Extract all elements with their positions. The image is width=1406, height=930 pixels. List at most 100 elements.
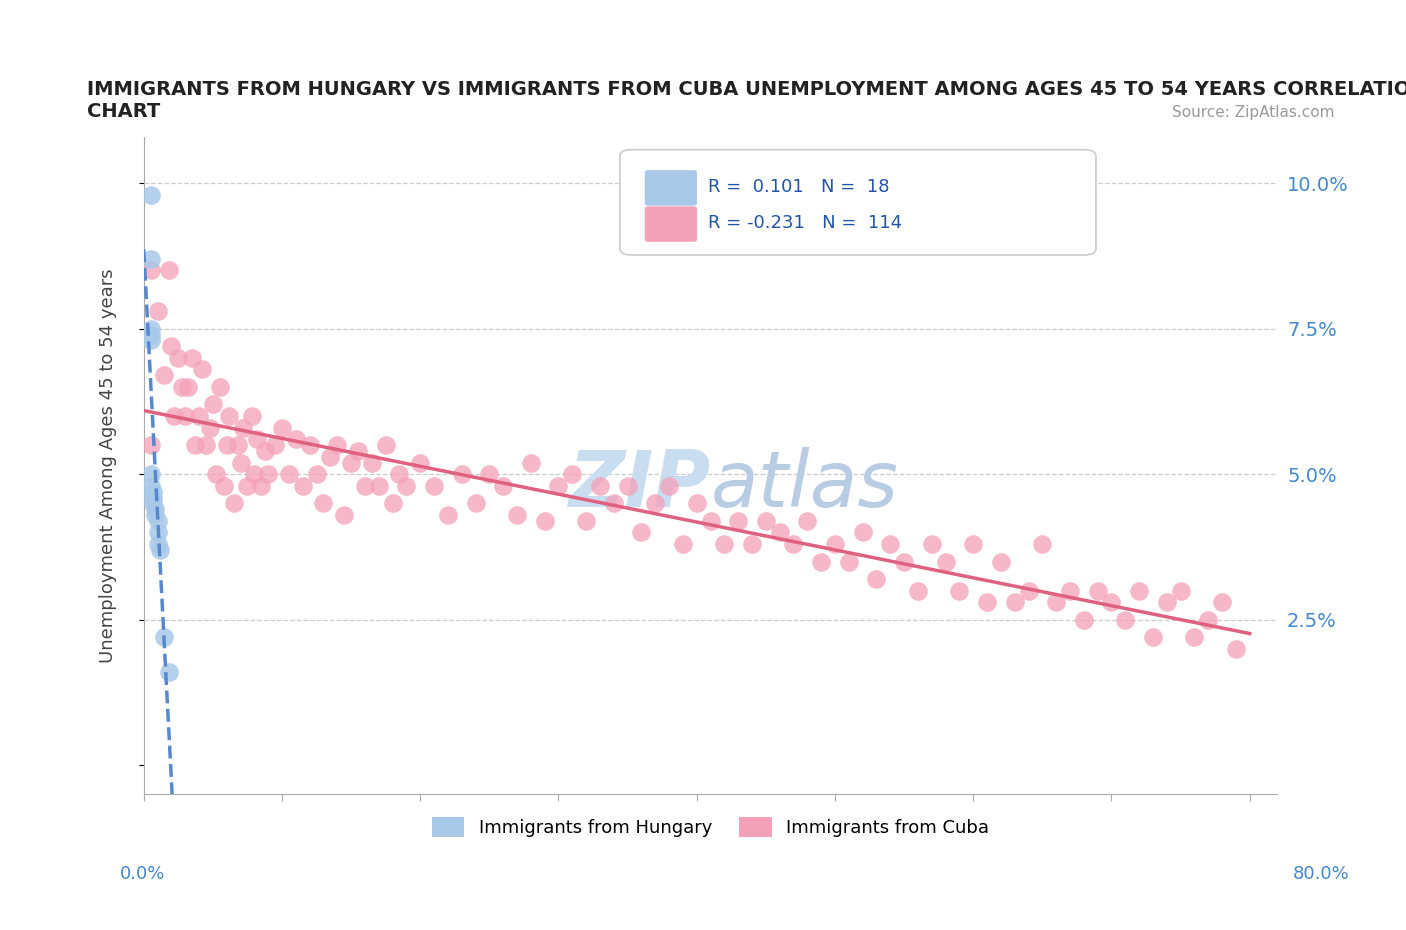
Point — [172, 379, 194, 394]
Point — [188, 408, 211, 423]
Y-axis label: Unemployment Among Ages 45 to 54 years: Unemployment Among Ages 45 to 54 years — [100, 268, 117, 663]
Point — [450, 467, 472, 482]
Point — [243, 467, 266, 482]
Point — [409, 455, 432, 470]
Point — [769, 525, 792, 540]
Point — [1156, 595, 1178, 610]
FancyBboxPatch shape — [620, 150, 1095, 255]
Point — [139, 251, 162, 266]
Point — [589, 478, 612, 493]
Point — [520, 455, 543, 470]
Point — [212, 478, 235, 493]
Point — [782, 537, 804, 551]
Point — [879, 537, 901, 551]
Point — [1114, 612, 1136, 627]
Text: R = -0.231   N =  114: R = -0.231 N = 114 — [709, 215, 903, 232]
Point — [149, 542, 172, 557]
Point — [464, 496, 486, 511]
Point — [271, 420, 294, 435]
Point — [630, 525, 652, 540]
Point — [236, 478, 259, 493]
Point — [284, 432, 307, 446]
Point — [139, 438, 162, 453]
Point — [298, 438, 321, 453]
Point — [229, 455, 252, 470]
Point — [478, 467, 501, 482]
Point — [157, 263, 180, 278]
Point — [658, 478, 681, 493]
Point — [741, 537, 763, 551]
Point — [1170, 583, 1192, 598]
Point — [1184, 630, 1206, 644]
Point — [139, 478, 162, 493]
Point — [1087, 583, 1109, 598]
Point — [893, 554, 915, 569]
Point — [935, 554, 957, 569]
Point — [354, 478, 377, 493]
Point — [506, 508, 529, 523]
Point — [208, 379, 231, 394]
Point — [699, 513, 721, 528]
Point — [146, 537, 169, 551]
Point — [240, 408, 263, 423]
Point — [1142, 630, 1164, 644]
Point — [644, 496, 666, 511]
Point — [1018, 583, 1040, 598]
Point — [204, 467, 226, 482]
Point — [713, 537, 735, 551]
Point — [1004, 595, 1026, 610]
Point — [181, 351, 204, 365]
Point — [672, 537, 695, 551]
Point — [755, 513, 778, 528]
Point — [824, 537, 846, 551]
Point — [142, 490, 165, 505]
Point — [603, 496, 626, 511]
Point — [312, 496, 335, 511]
Point — [201, 397, 224, 412]
FancyBboxPatch shape — [645, 170, 697, 206]
Point — [326, 438, 349, 453]
Point — [990, 554, 1012, 569]
Point — [157, 665, 180, 680]
Point — [139, 467, 162, 482]
Point — [976, 595, 998, 610]
Point — [727, 513, 749, 528]
Point — [139, 187, 162, 202]
Point — [160, 339, 183, 353]
Point — [167, 351, 190, 365]
Point — [347, 444, 370, 458]
Point — [492, 478, 515, 493]
Point — [174, 408, 197, 423]
Point — [333, 508, 356, 523]
Point — [616, 478, 638, 493]
Point — [395, 478, 418, 493]
Point — [533, 513, 555, 528]
Point — [367, 478, 389, 493]
Point — [810, 554, 832, 569]
Point — [153, 630, 176, 644]
Point — [374, 438, 396, 453]
Point — [1059, 583, 1081, 598]
Text: R =  0.101   N =  18: R = 0.101 N = 18 — [709, 179, 890, 196]
Point — [921, 537, 943, 551]
Point — [547, 478, 569, 493]
Text: IMMIGRANTS FROM HUNGARY VS IMMIGRANTS FROM CUBA UNEMPLOYMENT AMONG AGES 45 TO 54: IMMIGRANTS FROM HUNGARY VS IMMIGRANTS FR… — [87, 80, 1406, 121]
Point — [153, 368, 176, 383]
Point — [232, 420, 254, 435]
Point — [254, 444, 277, 458]
Point — [319, 449, 342, 464]
Point — [1101, 595, 1123, 610]
Point — [250, 478, 273, 493]
Point — [143, 502, 166, 517]
FancyBboxPatch shape — [645, 206, 697, 242]
Point — [852, 525, 875, 540]
Point — [796, 513, 818, 528]
Point — [222, 496, 245, 511]
Point — [139, 333, 162, 348]
Point — [139, 327, 162, 342]
Point — [277, 467, 299, 482]
Point — [1197, 612, 1219, 627]
Point — [575, 513, 598, 528]
Point — [191, 362, 214, 377]
Point — [146, 304, 169, 319]
